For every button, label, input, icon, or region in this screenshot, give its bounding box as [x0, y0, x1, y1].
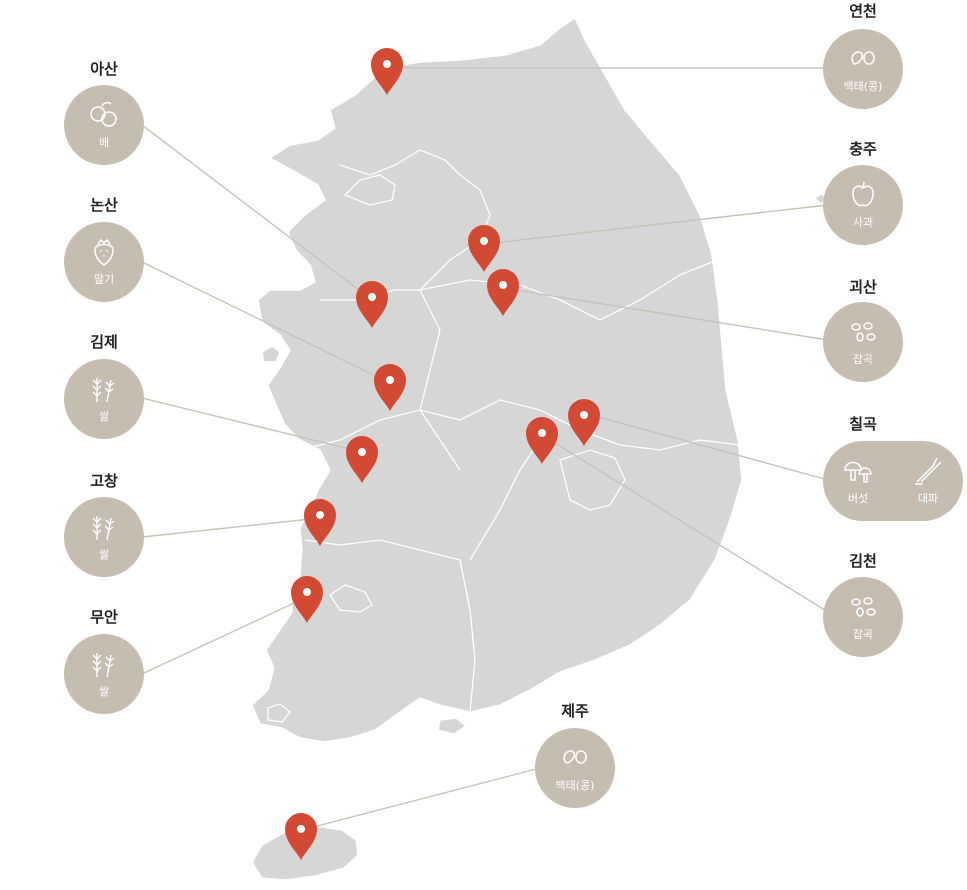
crop-badge-jeju[interactable]: 백태(콩): [535, 728, 615, 808]
crop-label: 사과: [852, 216, 874, 229]
crop-badge-goesan[interactable]: 잡곡: [823, 302, 903, 382]
pin-gimje[interactable]: [346, 436, 378, 483]
crop-label: 잡곡: [852, 628, 874, 641]
crop-badge-chilgok[interactable]: 버섯 대파: [823, 441, 963, 521]
pin-nonsan[interactable]: [374, 364, 406, 411]
bean-icon: [851, 51, 875, 65]
region-name-yeoncheon: 연천: [849, 2, 877, 20]
region-name-gochang: 고창: [90, 472, 118, 490]
crop-badge-gochang[interactable]: 쌀: [64, 497, 144, 577]
crop-label: 쌀: [98, 685, 110, 698]
pin-muan[interactable]: [291, 576, 323, 623]
pin-chungju[interactable]: [468, 225, 500, 272]
grain-icon: [851, 322, 876, 342]
apple-icon: [852, 181, 874, 207]
mainland-korea: [251, 17, 743, 743]
rice-icon: [92, 516, 115, 541]
crop-label: 딸기: [93, 273, 115, 286]
region-name-chilgok: 칠곡: [849, 415, 877, 433]
crop-badge-nonsan[interactable]: 딸기: [64, 222, 144, 302]
crop-label: 대파: [917, 492, 939, 505]
crop-label: 잡곡: [852, 353, 874, 366]
island-sw: [267, 703, 291, 723]
rice-icon: [92, 653, 115, 678]
crop-label: 쌀: [98, 548, 110, 561]
crop-mushroom: 버섯: [841, 456, 875, 506]
region-name-gimje: 김제: [90, 333, 118, 351]
pin-yeoncheon[interactable]: [371, 48, 403, 95]
pin-jeju[interactable]: [285, 813, 317, 860]
crop-badge-asan[interactable]: 배: [64, 85, 144, 165]
region-name-asan: 아산: [90, 60, 118, 78]
pin-goesan[interactable]: [487, 269, 519, 316]
pear-icon: [90, 101, 117, 127]
green-onion-icon: [915, 457, 942, 485]
region-name-nonsan: 논산: [90, 196, 118, 214]
region-name-jeju: 제주: [561, 702, 589, 720]
strawberry-icon: [94, 238, 114, 266]
region-name-muan: 무안: [90, 608, 118, 626]
crop-badge-gimcheon[interactable]: 잡곡: [823, 577, 903, 657]
crop-label: 버섯: [847, 492, 869, 505]
rice-icon: [92, 378, 115, 403]
crop-badge-yeoncheon[interactable]: 백태(콩): [823, 29, 903, 109]
crop-label: 백태(콩): [555, 779, 595, 792]
bean-icon: [563, 750, 587, 764]
island-west: [261, 345, 281, 363]
crop-badge-chungju[interactable]: 사과: [823, 165, 903, 245]
region-name-chungju: 충주: [849, 140, 877, 158]
pin-asan[interactable]: [356, 281, 388, 328]
crop-badge-muan[interactable]: 쌀: [64, 634, 144, 714]
grain-icon: [851, 597, 876, 617]
crop-label: 배: [98, 136, 110, 149]
region-name-goesan: 괴산: [849, 278, 877, 296]
crop-green-onion: 대파: [911, 456, 945, 506]
island-south: [437, 717, 467, 735]
crop-label: 백태(콩): [843, 80, 883, 93]
pin-gochang[interactable]: [304, 499, 336, 546]
mushroom-icon: [844, 461, 872, 483]
pin-gimcheon[interactable]: [526, 417, 558, 464]
crop-badge-gimje[interactable]: 쌀: [64, 359, 144, 439]
crop-label: 쌀: [98, 410, 110, 423]
pin-chilgok[interactable]: [568, 399, 600, 446]
region-name-gimcheon: 김천: [849, 552, 877, 570]
